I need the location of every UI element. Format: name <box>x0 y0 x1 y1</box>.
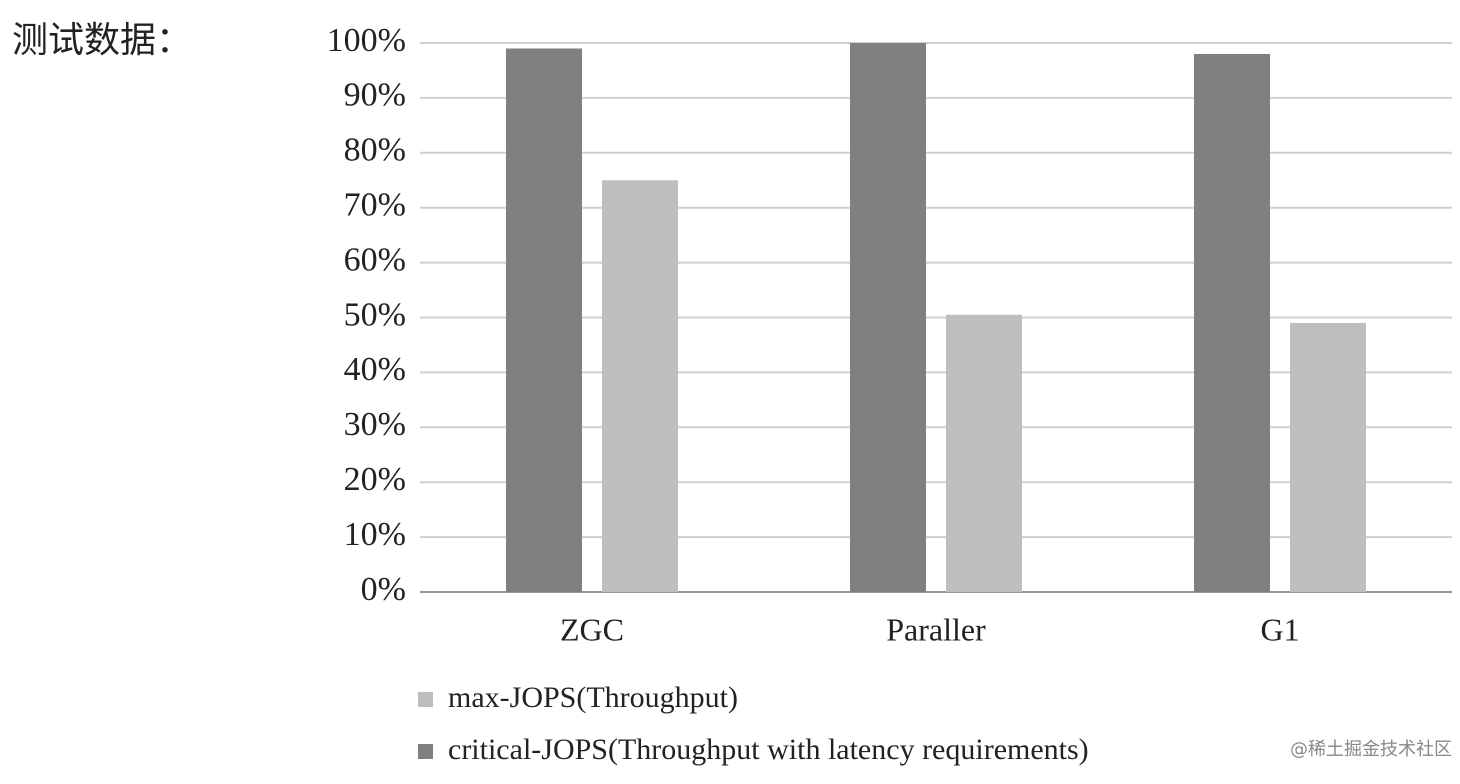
legend-label: max-JOPS(Throughput) <box>448 681 738 714</box>
watermark: @稀土掘金技术社区 <box>1290 739 1452 760</box>
bar <box>506 48 582 593</box>
y-tick-label: 40% <box>344 351 406 388</box>
bar <box>946 314 1022 592</box>
legend-swatch <box>418 692 433 707</box>
x-tick-label: ZGC <box>560 611 624 647</box>
y-tick-label: 70% <box>344 186 406 223</box>
bar <box>1194 53 1270 593</box>
y-tick-label: 30% <box>344 406 406 443</box>
x-tick-label: G1 <box>1260 611 1299 647</box>
y-tick-label: 60% <box>344 241 406 278</box>
y-tick-label: 20% <box>344 461 406 498</box>
y-tick-label: 100% <box>327 22 406 59</box>
y-tick-label: 50% <box>344 296 406 333</box>
bar <box>1290 322 1366 592</box>
legend-swatch <box>418 744 433 759</box>
x-tick-label: Paraller <box>886 611 986 647</box>
heading: 测试数据： <box>12 20 192 61</box>
y-tick-label: 90% <box>344 77 406 114</box>
y-tick-label: 80% <box>344 132 406 169</box>
bar <box>850 43 926 592</box>
bar <box>602 180 678 592</box>
y-tick-label: 10% <box>344 516 406 553</box>
y-tick-label: 0% <box>361 571 406 608</box>
legend-label: critical-JOPS(Throughput with latency re… <box>448 733 1089 766</box>
